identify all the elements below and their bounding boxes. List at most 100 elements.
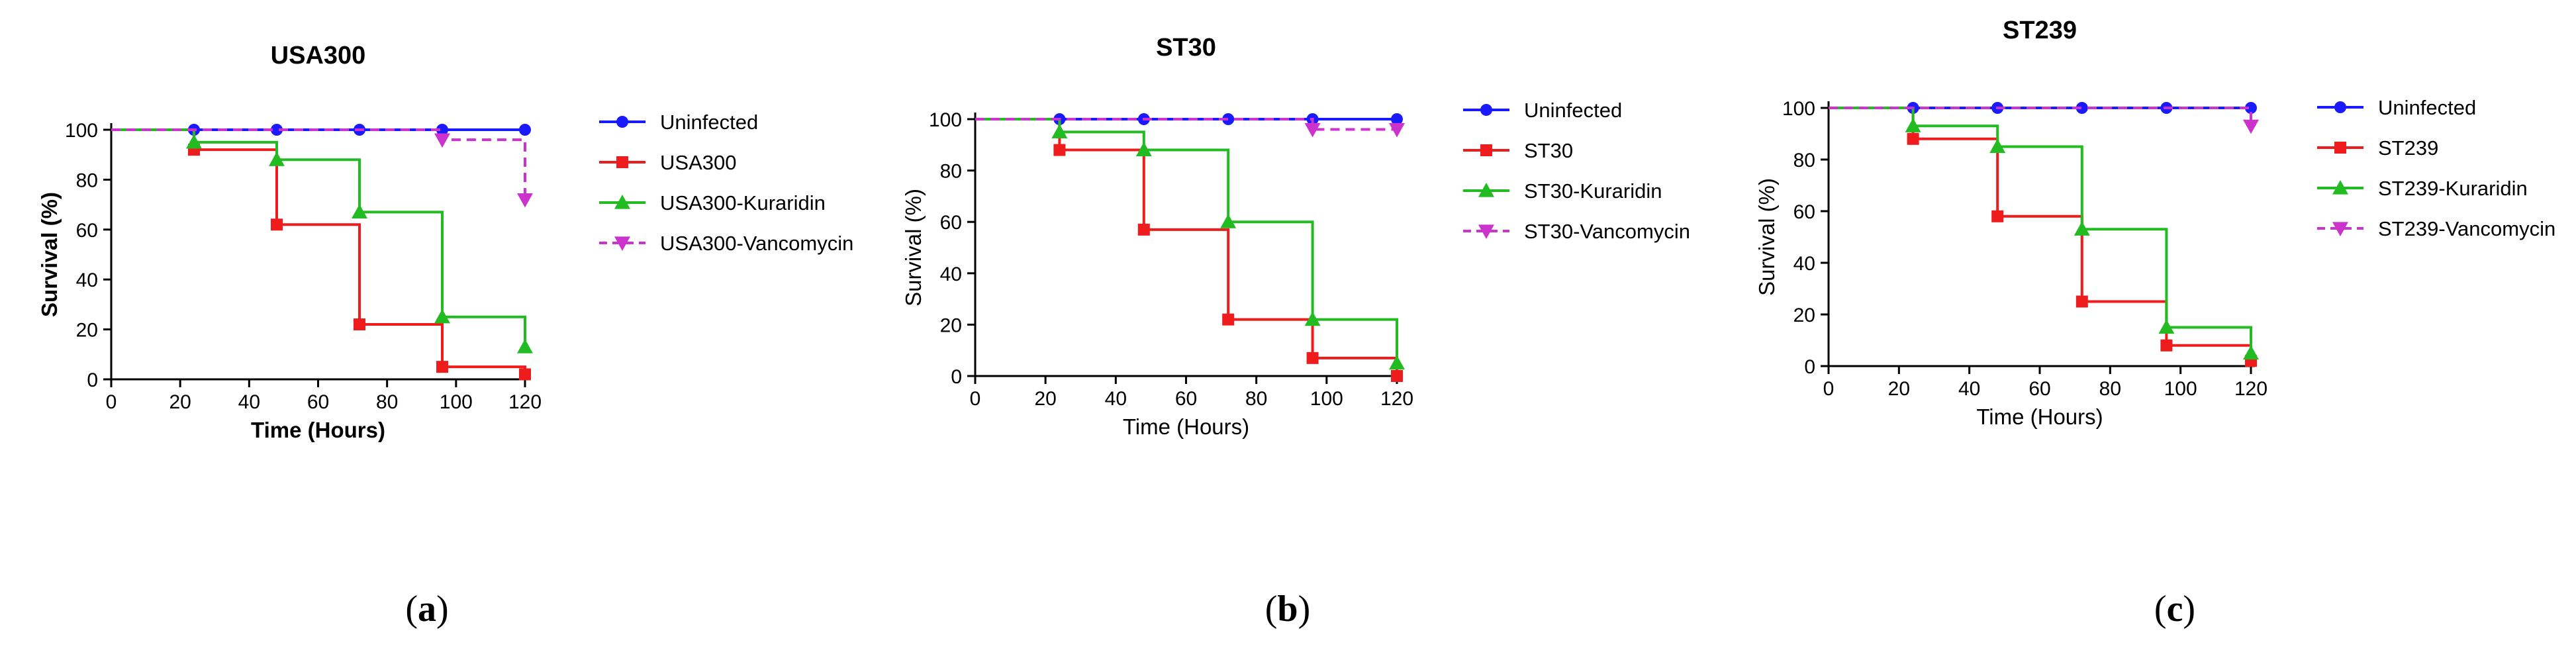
x-tick-label: 80 — [1245, 388, 1267, 410]
y-tick-label: 0 — [1804, 356, 1815, 378]
x-tick-label: 120 — [1380, 388, 1413, 410]
legend-label: Uninfected — [1524, 99, 1622, 122]
series-line — [1829, 107, 2252, 354]
y-tick-label: 40 — [940, 263, 962, 285]
data-point — [2074, 221, 2090, 236]
data-point — [517, 193, 533, 208]
series-line — [111, 128, 526, 347]
legend-marker — [2334, 101, 2346, 113]
y-tick-label: 80 — [76, 169, 98, 191]
series-st30-kuraridin — [975, 118, 1405, 370]
series-line — [111, 128, 526, 375]
x-tick-label: 40 — [1958, 378, 1980, 400]
data-point — [271, 218, 283, 231]
y-tick-label: 20 — [1793, 305, 1815, 326]
legend-entry: ST30 — [1463, 139, 1573, 162]
data-point — [1304, 311, 1321, 326]
x-tick-label: 120 — [508, 391, 542, 413]
legend-label: ST30-Vancomycin — [1524, 220, 1690, 243]
data-point — [434, 308, 450, 324]
x-tick-label: 0 — [1823, 378, 1835, 400]
data-point — [1991, 210, 2004, 222]
legend-label: ST239-Kuraridin — [2378, 177, 2528, 200]
data-point — [1137, 223, 1150, 236]
x-tick-label: 0 — [970, 388, 981, 410]
data-point — [519, 124, 531, 136]
legend-entry: Uninfected — [1463, 99, 1622, 122]
data-point — [2158, 319, 2175, 334]
series-line — [975, 118, 1397, 131]
data-point — [1391, 113, 1403, 125]
legend-entry: USA300 — [599, 151, 736, 174]
x-tick-label: 0 — [106, 391, 117, 413]
data-point — [354, 318, 365, 331]
x-tick-label: 60 — [2028, 378, 2050, 400]
legend-marker — [1480, 104, 1492, 116]
legend-marker — [616, 156, 628, 168]
x-tick-label: 20 — [169, 391, 191, 413]
legend-entry: ST239-Vancomycin — [2317, 217, 2555, 240]
y-tick-label: 20 — [76, 320, 98, 342]
data-point — [352, 204, 367, 219]
x-tick-label: 20 — [1888, 378, 1910, 400]
legend-label: Uninfected — [660, 111, 758, 134]
data-point — [1389, 355, 1405, 370]
x-tick-label: 80 — [2099, 378, 2121, 400]
x-axis-label: Time (Hours) — [1976, 404, 2103, 429]
chart-title: ST30 — [1156, 34, 1216, 62]
x-tick-label: 100 — [440, 391, 473, 413]
x-axis-label: Time (Hours) — [251, 418, 385, 442]
y-tick-label: 100 — [1782, 98, 1815, 120]
data-point — [1389, 122, 1405, 138]
data-point — [517, 338, 533, 354]
x-axis-label: Time (Hours) — [1123, 414, 1249, 439]
legend-marker — [2334, 142, 2346, 154]
data-point — [2075, 295, 2088, 308]
data-point — [1905, 118, 1921, 132]
series-line — [1829, 107, 2252, 126]
series-line — [975, 118, 1398, 363]
data-point — [2075, 102, 2088, 114]
legend-entry: ST239-Kuraridin — [2317, 177, 2528, 200]
legend-marker — [1478, 183, 1494, 197]
y-axis-label: Survival (%) — [37, 192, 62, 317]
chart-panel-3: ST239 0 20 40 60 80 100 0 20 40 60 80 100 120 Time (Ho… — [1754, 17, 2555, 429]
x-tick-label: 100 — [1310, 388, 1343, 410]
x-tick-label: 40 — [1105, 388, 1127, 410]
panel-label-c: (c) — [2154, 589, 2196, 630]
y-tick-label: 80 — [940, 161, 962, 183]
data-point — [436, 361, 448, 373]
legend-marker — [614, 195, 630, 209]
data-point — [186, 134, 202, 149]
x-tick-label: 60 — [307, 391, 329, 413]
data-point — [2243, 119, 2259, 134]
series-line — [975, 118, 1398, 376]
y-tick-label: 60 — [76, 220, 98, 242]
data-point — [1989, 138, 2006, 154]
legend-label: USA300-Vancomycin — [660, 232, 853, 255]
series-st30-vancomycin — [975, 118, 1405, 138]
series-st239-kuraridin — [1829, 107, 2259, 360]
y-axis-label: Survival (%) — [901, 189, 926, 307]
data-point — [1391, 370, 1403, 382]
panel-label-a: (a) — [405, 589, 449, 630]
series-usa300-kuraridin — [111, 128, 533, 354]
legend-label: Uninfected — [2378, 96, 2476, 119]
legend-marker — [616, 116, 628, 128]
legend-marker — [2332, 180, 2348, 195]
legend-label: USA300 — [660, 151, 736, 174]
data-point — [519, 368, 531, 381]
series-usa300 — [111, 128, 531, 381]
data-point — [2243, 345, 2259, 360]
y-axis-label: Survival (%) — [1754, 178, 1779, 296]
panel-label-b: (b) — [1264, 589, 1311, 630]
data-point — [1222, 313, 1235, 326]
data-point — [1306, 352, 1319, 364]
y-tick-label: 100 — [65, 120, 98, 142]
series-usa300-vancomycin — [111, 128, 533, 208]
legend-entry: USA300-Kuraridin — [599, 191, 826, 214]
legend-label: ST239-Vancomycin — [2378, 217, 2555, 240]
legend-entry: ST239 — [2317, 136, 2438, 160]
data-point — [434, 133, 450, 148]
legend-marker — [1480, 144, 1492, 156]
